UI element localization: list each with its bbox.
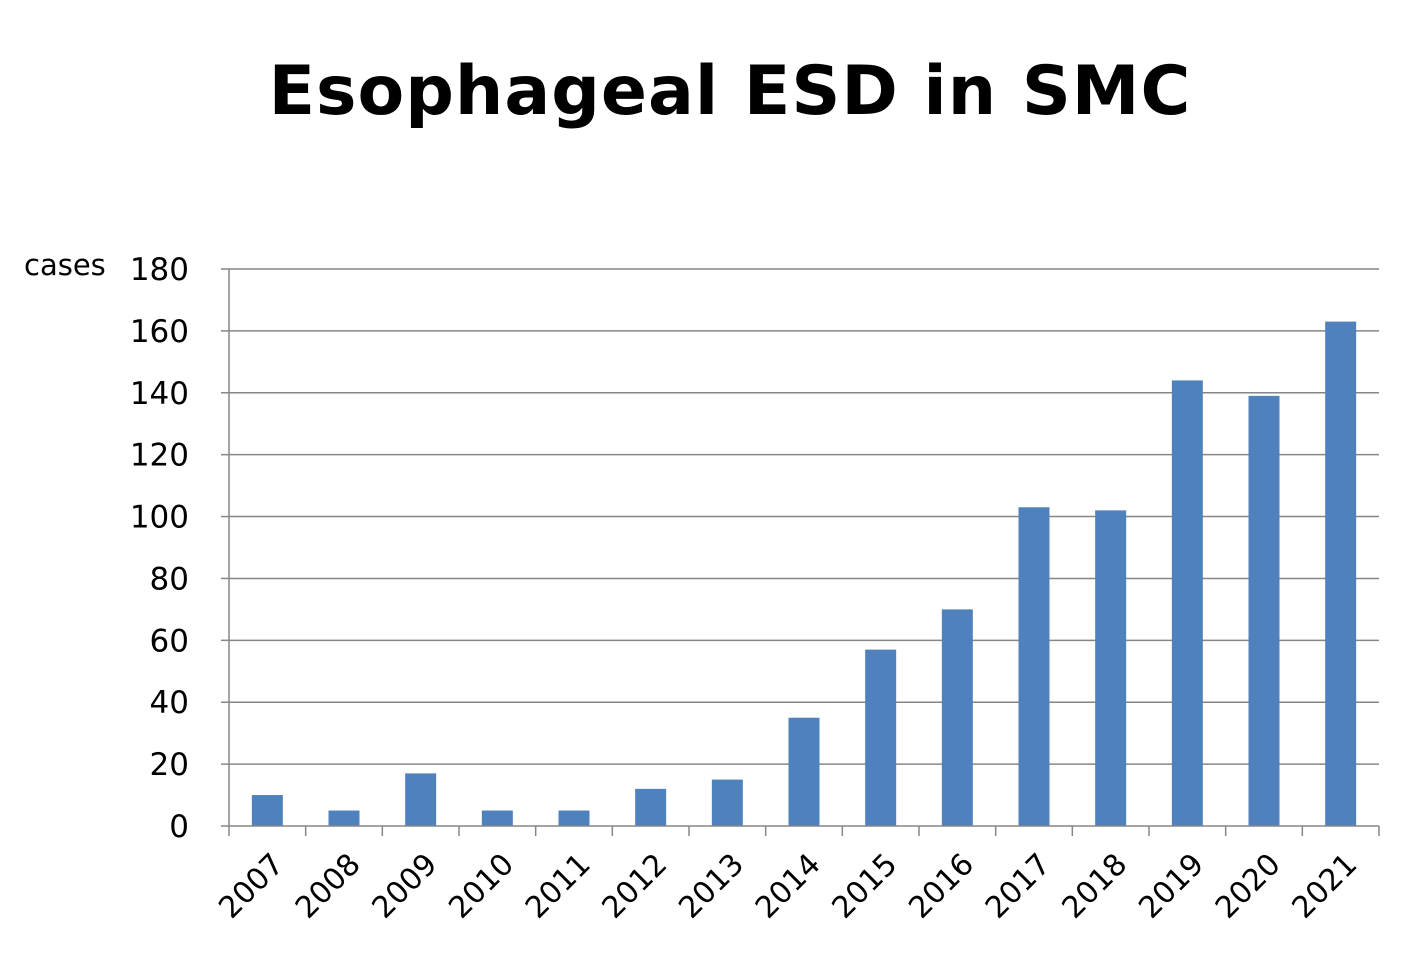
bar-2016	[941, 609, 973, 826]
x-tick-label: 2014	[749, 847, 828, 926]
bar-2011	[558, 810, 590, 826]
bar-2013	[711, 779, 743, 826]
bar-2009	[405, 773, 437, 826]
y-tick-label: 0	[169, 809, 189, 845]
bar-2007	[251, 795, 283, 826]
bar-2017	[1018, 507, 1050, 826]
y-tick-label: 80	[150, 561, 189, 597]
bar-2008	[328, 810, 360, 826]
bar-2019	[1171, 380, 1203, 826]
x-tick-label: 2011	[519, 847, 598, 926]
x-tick-label: 2017	[979, 847, 1058, 926]
y-tick-label: 180	[130, 252, 189, 288]
x-tick-label: 2009	[366, 847, 445, 926]
bars	[251, 321, 1357, 826]
x-tick-label: 2015	[826, 847, 905, 926]
bar-2021	[1325, 321, 1357, 826]
bar-2020	[1248, 395, 1280, 826]
y-tick-labels: 0 20 40 60 80 100 120 140 160 180	[130, 252, 189, 845]
x-tick-label: 2007	[212, 847, 291, 926]
bar-2015	[865, 649, 897, 826]
x-tick-label: 2018	[1056, 847, 1135, 926]
bar-2014	[788, 717, 820, 826]
y-tick-label: 60	[150, 623, 189, 659]
y-tick-label: 120	[130, 438, 189, 474]
x-tick-label: 2010	[442, 847, 521, 926]
bar-2018	[1095, 510, 1127, 826]
y-axis-unit-label: cases	[24, 248, 106, 282]
y-tick-label: 140	[130, 376, 189, 412]
bar-2012	[635, 788, 667, 826]
y-tick-label: 100	[130, 500, 189, 536]
x-tick-labels: 2007200820092010201120122013201420152016…	[212, 847, 1364, 926]
y-tick-label: 40	[150, 685, 189, 721]
y-tick-label: 20	[150, 747, 189, 783]
axes	[221, 268, 1380, 836]
x-tick-label: 2021	[1286, 847, 1365, 926]
x-tick-label: 2019	[1132, 847, 1211, 926]
bar-2010	[481, 810, 513, 826]
x-tick-label: 2013	[672, 847, 751, 926]
x-tick-label: 2012	[596, 847, 675, 926]
chart-title: Esophageal ESD in SMC	[268, 52, 1192, 131]
x-tick-label: 2016	[902, 847, 981, 926]
x-tick-label: 2008	[289, 847, 368, 926]
x-tick-label: 2020	[1209, 847, 1288, 926]
gridlines	[229, 268, 1379, 765]
y-tick-label: 160	[130, 314, 189, 350]
